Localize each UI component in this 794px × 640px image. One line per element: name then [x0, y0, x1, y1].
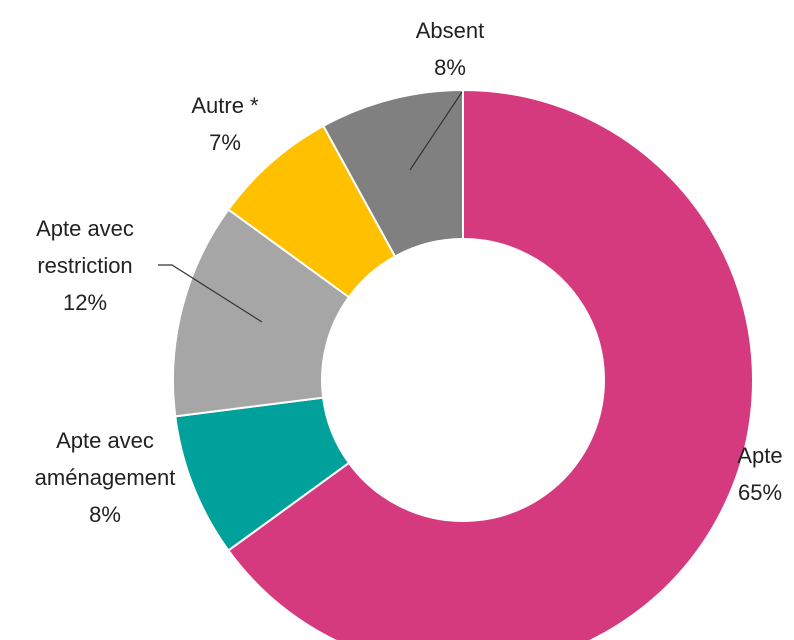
category-label: Apte avec restriction: [36, 216, 134, 278]
value-label: 12%: [62, 290, 108, 315]
slice-label: Apte avec restriction 12%: [10, 210, 160, 321]
category-label: Apte: [737, 443, 783, 468]
slice: [172, 208, 351, 418]
value-label: 7%: [209, 130, 241, 155]
slice-label: Absent 8%: [390, 12, 510, 86]
slice-label: Apte avec aménagement 8%: [5, 422, 205, 533]
category-label: Absent: [415, 18, 485, 43]
leader-line: [409, 91, 463, 171]
category-label: Apte avec aménagement: [34, 428, 176, 490]
value-label: 8%: [434, 55, 466, 80]
slice-label: Autre * 7%: [165, 87, 285, 161]
value-label: 8%: [89, 502, 121, 527]
leader-line: [158, 264, 263, 323]
slice-label: Apte 65%: [700, 437, 794, 511]
category-label: Autre *: [191, 93, 259, 118]
value-label: 65%: [737, 480, 783, 505]
slice: [226, 88, 754, 640]
slice: [321, 88, 464, 258]
